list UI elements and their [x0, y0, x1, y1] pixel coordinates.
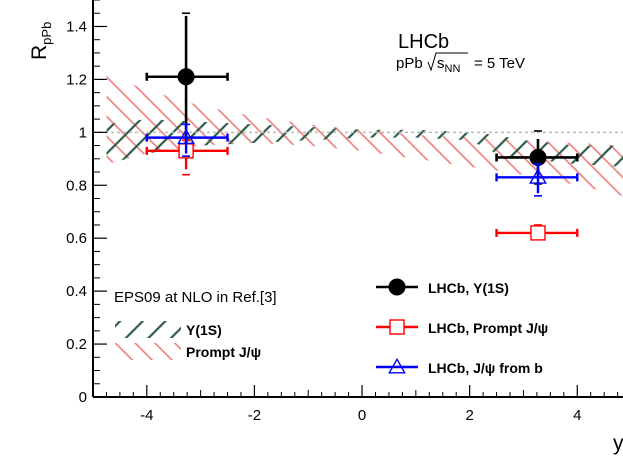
x-axis-title: y	[613, 432, 623, 455]
y-tick-label: 1.4	[66, 18, 87, 35]
y-tick-label: 1.2	[66, 71, 87, 88]
marker-square	[530, 225, 546, 241]
model-legend-label: Υ(1S)	[186, 322, 222, 338]
axis-ticks: 0 0.2 0.4 0.6 0.8 1 1.2 1.4 -4 -2 0 2 4	[66, 0, 619, 424]
x-tick-label: -4	[140, 407, 153, 424]
marker-triangle	[177, 128, 195, 145]
experiment-label: LHCb	[398, 31, 449, 53]
data-point	[495, 130, 579, 185]
system-label: pPb sNN = 5 TeV	[396, 52, 525, 75]
legend-entry: LHCb, J/ψ from b	[376, 357, 543, 376]
x-tick-label: -2	[248, 407, 261, 424]
model-legend-title: EPS09 at NLO in Ref.[3]	[114, 289, 277, 306]
marker-circle	[388, 278, 406, 296]
marker-square	[389, 319, 405, 335]
marker-circle	[529, 148, 547, 166]
model-legend-swatch	[115, 321, 181, 338]
y-axis-title: RpPb	[28, 22, 54, 60]
data-point	[145, 12, 229, 147]
y-tick-label: 0	[79, 389, 87, 406]
y-tick-label: 0.6	[66, 230, 87, 247]
marker-circle	[177, 68, 195, 86]
legend-label: LHCb, Υ(1S)	[428, 280, 509, 296]
model-legend-label: Prompt J/ψ	[186, 344, 261, 360]
model-legend-swatch	[115, 343, 181, 360]
model-legend-entry: Υ(1S)	[115, 321, 222, 338]
svg-text:pPb: pPb	[396, 55, 423, 72]
y-tick-label: 0.8	[66, 177, 87, 194]
svg-text:sNN: sNN	[437, 55, 460, 75]
legend-label: LHCb, J/ψ from b	[428, 360, 543, 376]
data-point	[495, 224, 579, 241]
legend-label: LHCb, Prompt J/ψ	[428, 320, 548, 336]
data-point	[495, 163, 579, 197]
legend-entry: LHCb, Υ(1S)	[376, 278, 509, 296]
x-tick-label: 4	[573, 407, 581, 424]
model-bands	[106, 74, 623, 196]
y-tick-label: 0.2	[66, 336, 87, 353]
data-point	[145, 123, 229, 157]
data-points	[145, 12, 579, 241]
y-tick-label: 1	[79, 124, 87, 141]
data-legend: LHCb, Υ(1S) LHCb, Prompt J/ψ LHCb, J/ψ fro…	[376, 278, 548, 376]
model-legend-entry: Prompt J/ψ	[115, 343, 261, 360]
x-tick-label: 0	[358, 407, 366, 424]
y-tick-label: 0.4	[66, 283, 87, 300]
svg-text:= 5 TeV: = 5 TeV	[474, 55, 525, 72]
marker-triangle	[388, 357, 406, 374]
model-legend: Υ(1S) Prompt J/ψ	[115, 321, 261, 360]
sqrt-sign	[427, 52, 468, 72]
marker-triangle	[529, 168, 547, 184]
legend-entry: LHCb, Prompt J/ψ	[376, 319, 548, 336]
x-tick-label: 2	[465, 407, 473, 424]
band-upsilon	[106, 119, 623, 167]
